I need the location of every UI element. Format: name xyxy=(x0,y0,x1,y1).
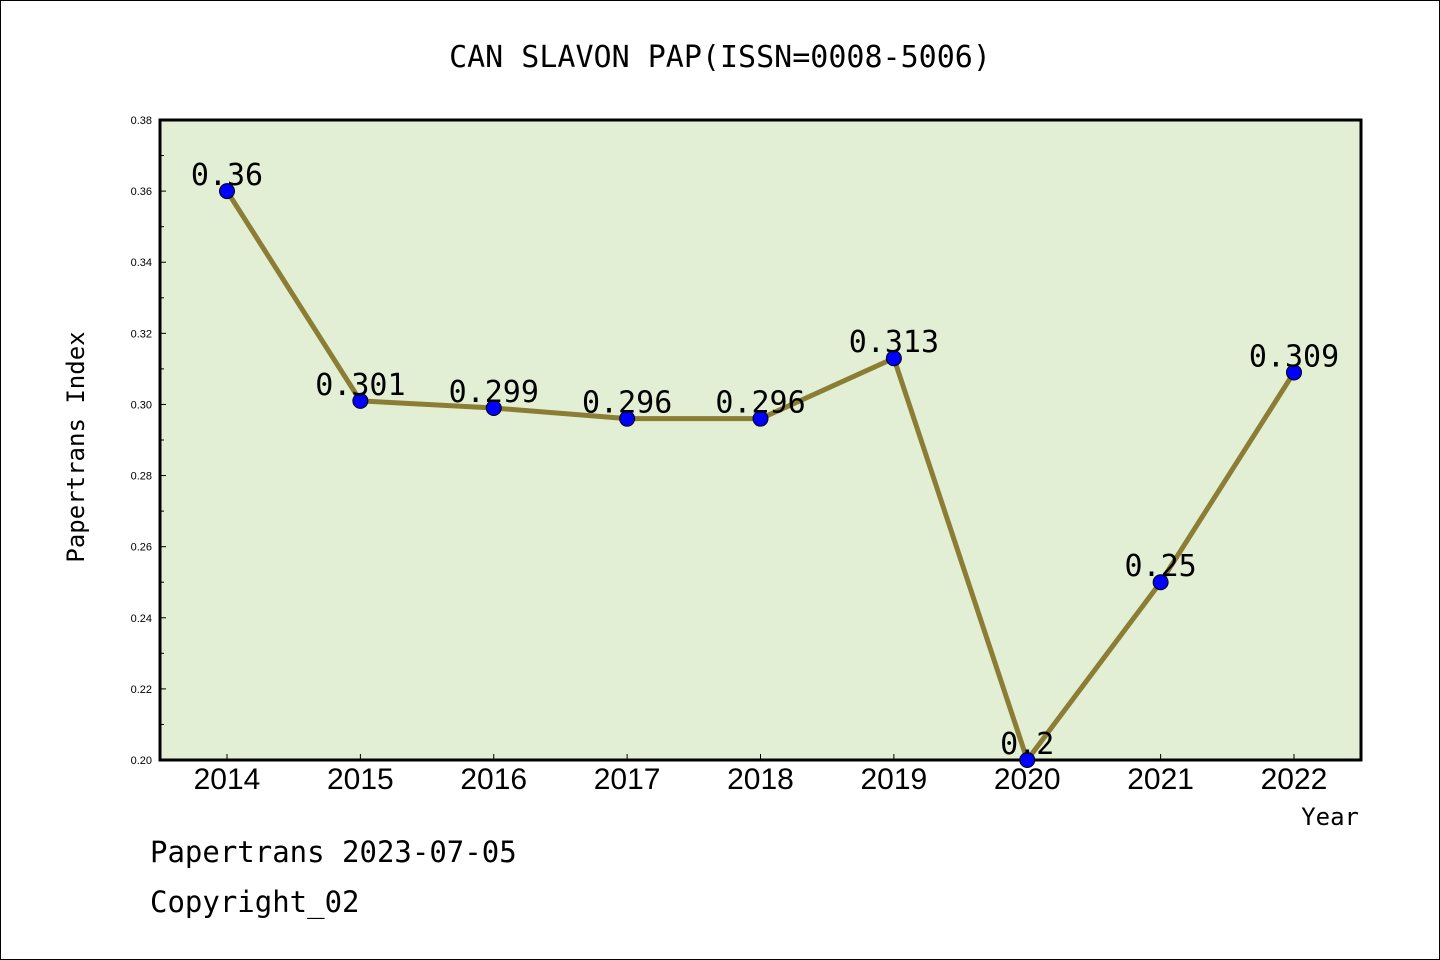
x-tick-label: 2021 xyxy=(1127,763,1194,796)
data-point xyxy=(619,410,636,427)
x-tick-label: 2019 xyxy=(861,763,928,796)
data-value-label: 0.299 xyxy=(449,375,539,410)
data-value-label: 0.36 xyxy=(191,158,263,193)
footer-copyright: Copyright_02 xyxy=(150,885,360,919)
data-value-label: 0.309 xyxy=(1249,339,1339,374)
y-tick-label: 0.32 xyxy=(131,328,152,340)
y-tick-label: 0.36 xyxy=(131,186,152,198)
x-tick-label: 2017 xyxy=(594,763,661,796)
data-point xyxy=(1019,752,1036,768)
x-tick-label: 2014 xyxy=(194,763,261,796)
x-axis-label: Year xyxy=(1301,803,1359,831)
y-tick-label: 0.34 xyxy=(131,257,152,269)
data-value-label: 0.296 xyxy=(582,386,672,421)
y-tick-label: 0.24 xyxy=(131,613,152,625)
x-axis: 2014 2015 2016 2017 2018 2019 2020 2021 2022 xyxy=(194,754,1328,796)
data-value-label: 0.301 xyxy=(315,368,405,403)
data-point xyxy=(485,400,502,416)
y-axis-label: Papertrans Index xyxy=(62,331,90,562)
data-value-label: 0.2 xyxy=(1000,727,1054,762)
data-point xyxy=(752,410,769,427)
x-tick-label: 2018 xyxy=(727,763,794,796)
data-point xyxy=(1286,364,1302,381)
y-tick-label: 0.26 xyxy=(131,542,152,554)
y-tick-label: 0.28 xyxy=(131,471,152,483)
y-tick-label: 0.20 xyxy=(131,755,152,767)
data-value-label: 0.296 xyxy=(715,386,805,421)
data-markers xyxy=(219,183,1302,768)
data-point xyxy=(352,392,369,409)
x-tick-label: 2022 xyxy=(1261,763,1328,796)
x-tick-label: 2020 xyxy=(994,763,1061,796)
chart-title: CAN SLAVON PAP(ISSN=0008-5006) xyxy=(449,40,991,75)
plot-area xyxy=(158,118,1363,762)
y-tick-label: 0.30 xyxy=(131,399,152,411)
data-point xyxy=(219,183,235,200)
y-tick-label: 0.22 xyxy=(131,684,152,696)
x-tick-label: 2016 xyxy=(460,763,527,796)
data-value-label: 0.25 xyxy=(1125,549,1197,584)
y-tick-label: 0.38 xyxy=(131,115,152,127)
data-labels: 0.36 0.301 0.299 0.296 0.296 0.313 0.2 0.25 0.30… xyxy=(191,158,1339,762)
y-axis: 0.20 0.22 0.24 0.26 0.28 0.30 0.32 0.34 0.36 0.38 xyxy=(131,115,166,767)
data-point xyxy=(885,350,902,367)
data-value-label: 0.313 xyxy=(849,325,939,360)
data-point xyxy=(1152,574,1169,591)
x-tick-label: 2015 xyxy=(327,763,394,796)
footer-date: Papertrans 2023-07-05 xyxy=(150,835,517,869)
